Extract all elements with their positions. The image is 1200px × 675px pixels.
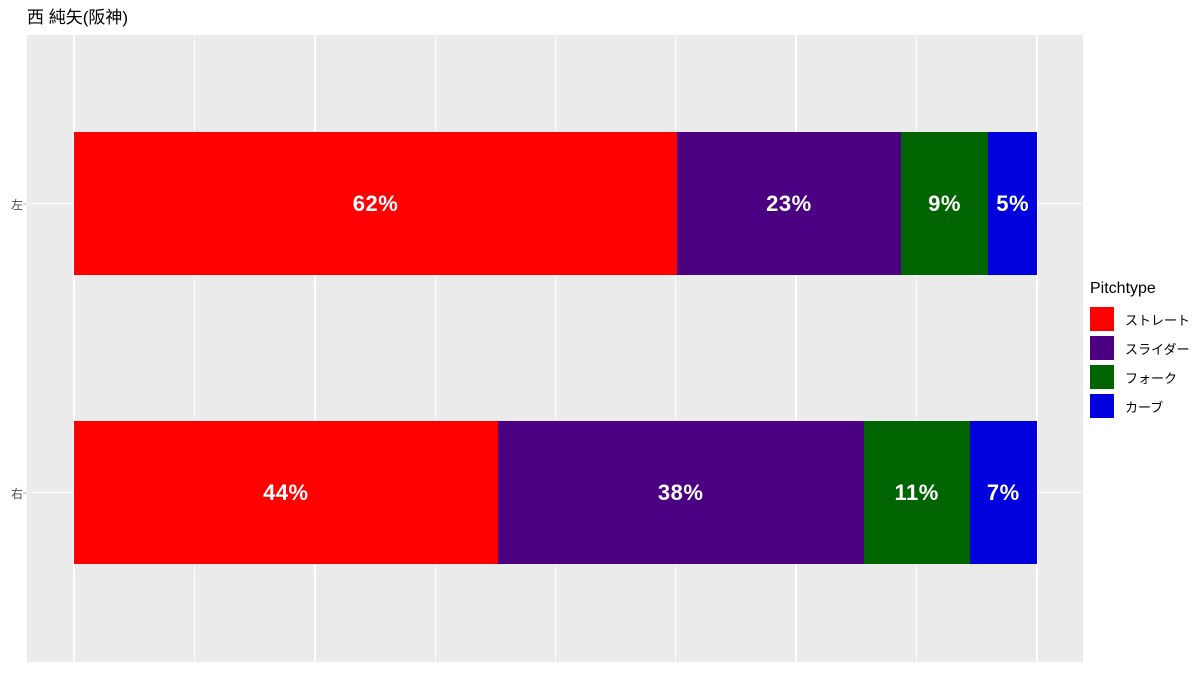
y-axis-tick bbox=[23, 491, 27, 494]
bar-segment: 5% bbox=[988, 132, 1037, 275]
bar-segment: 44% bbox=[74, 421, 498, 564]
bar-segment: 23% bbox=[677, 132, 901, 275]
bar-segment-label: 44% bbox=[263, 479, 309, 505]
bar-segment-label: 5% bbox=[996, 190, 1030, 216]
y-axis-label: 右 bbox=[10, 486, 23, 501]
legend-key-swatch bbox=[1090, 336, 1114, 360]
bar-segment: 7% bbox=[969, 421, 1037, 564]
vertical-gridline bbox=[795, 35, 798, 662]
bar-segment-label: 9% bbox=[928, 190, 961, 216]
bar-segment-label: 38% bbox=[657, 479, 704, 505]
vertical-gridline bbox=[916, 35, 918, 662]
vertical-gridline bbox=[193, 35, 195, 662]
bar-segment: 11% bbox=[863, 421, 970, 564]
legend-label: フォーク bbox=[1125, 370, 1178, 386]
legend-items: ストレートスライダーフォークカーブ bbox=[1090, 307, 1190, 418]
vertical-gridline bbox=[675, 35, 677, 662]
legend-item: スライダー bbox=[1090, 336, 1190, 360]
bar-segment-label: 23% bbox=[766, 190, 812, 216]
legend-item: フォーク bbox=[1090, 365, 1190, 389]
bar-segment: 9% bbox=[900, 132, 989, 275]
legend-key-swatch bbox=[1090, 394, 1114, 418]
bar-segment-label: 11% bbox=[894, 479, 939, 505]
legend: Pitchtype ストレートスライダーフォークカーブ bbox=[1090, 280, 1190, 423]
vertical-gridline bbox=[554, 35, 557, 662]
vertical-gridline bbox=[313, 35, 316, 662]
y-axis-tick bbox=[23, 202, 27, 205]
bar-segment: 38% bbox=[497, 421, 864, 564]
bar-segment: 62% bbox=[74, 132, 678, 275]
legend-label: カーブ bbox=[1125, 399, 1164, 415]
vertical-gridline bbox=[73, 35, 75, 662]
bar-row-left: 62% 23% 9% 5% bbox=[74, 132, 1037, 275]
legend-title: Pitchtype bbox=[1090, 280, 1156, 297]
bar-row-right: 44% 38% 11% 7% bbox=[74, 421, 1037, 564]
chart-title: 西 純矢(阪神) bbox=[27, 8, 129, 27]
vertical-gridline bbox=[434, 35, 436, 662]
legend-key-swatch bbox=[1090, 365, 1114, 389]
bar-segment-label: 7% bbox=[986, 479, 1020, 505]
legend-key-swatch bbox=[1090, 307, 1114, 331]
legend-item: カーブ bbox=[1090, 394, 1190, 418]
bar-segment-label: 62% bbox=[352, 190, 399, 216]
plot-panel: 62% 23% 9% 5% 44% 38% 11% 7% bbox=[27, 35, 1083, 662]
y-axis-label: 左 bbox=[10, 197, 23, 212]
legend-label: ストレート bbox=[1125, 312, 1191, 328]
legend-item: ストレート bbox=[1090, 307, 1190, 331]
legend-label: スライダー bbox=[1125, 341, 1190, 357]
vertical-gridline bbox=[1036, 35, 1038, 662]
